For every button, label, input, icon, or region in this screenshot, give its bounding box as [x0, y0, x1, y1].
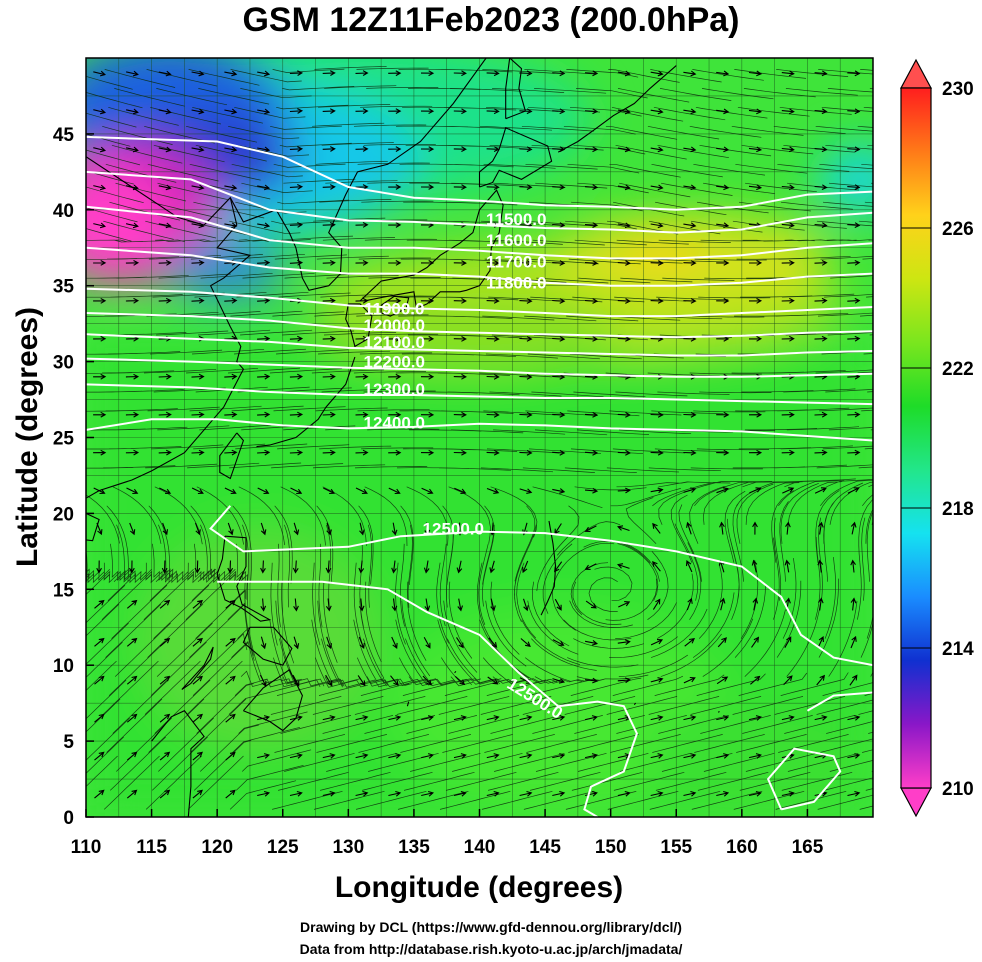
coastlines [86, 58, 720, 817]
contour-label: 11500.0 [486, 210, 547, 229]
coastline [219, 432, 245, 480]
colorbar-tick-label: 210 [942, 779, 974, 800]
contour-label: 11800.0 [486, 274, 547, 293]
contour-line [86, 357, 873, 378]
coastline [406, 701, 410, 707]
contour-label: 12300.0 [364, 380, 425, 399]
contour-label: 11900.0 [364, 300, 425, 319]
coastline [505, 58, 527, 120]
coastline [86, 197, 252, 499]
contour-line [86, 333, 873, 357]
y-axis-title: Latitude (degrees) [11, 307, 44, 567]
colorbar-tick-label: 226 [942, 219, 974, 240]
colorbar-tick-label: 222 [942, 359, 974, 380]
colorbar-tick-label: 214 [942, 639, 974, 660]
x-axis-title: Longitude (degrees) [335, 871, 623, 904]
coastline [216, 535, 272, 622]
coastline [478, 127, 553, 188]
coastline [540, 520, 557, 616]
plot-area: 11500.0 11600.0 11700.0 11800.0 11900.012000… [86, 58, 873, 817]
coastline [86, 58, 487, 291]
contour-line [86, 312, 873, 339]
x-tick-label: 150 [595, 837, 627, 858]
coastline [181, 646, 214, 690]
colorbar-gradient [900, 87, 932, 789]
y-axis-ticks: 0 5 10 15 20 25 30 35 40 45 [53, 125, 94, 829]
y-tick-label: 30 [53, 353, 74, 374]
y-tick-label: 5 [63, 732, 74, 753]
x-tick-label: 155 [660, 837, 692, 858]
x-tick-label: 135 [398, 837, 430, 858]
contour-labels: 11500.0 11600.0 11700.0 11800.0 11900.012000… [364, 210, 566, 723]
y-tick-label: 40 [53, 201, 74, 222]
contour-label: 11600.0 [486, 231, 547, 250]
x-tick-label: 145 [529, 837, 561, 858]
coastline [86, 512, 100, 542]
contour-line [86, 135, 873, 211]
x-tick-label: 115 [136, 837, 167, 858]
coastline [242, 626, 293, 666]
y-tick-label: 35 [53, 277, 75, 298]
grid-lines [86, 58, 873, 817]
colorbar-ticks: 210 214 218 222 226 230 [901, 79, 974, 800]
coastline [717, 711, 720, 713]
geopotential-contours [86, 135, 873, 817]
contour-line [806, 691, 873, 712]
contour-line [217, 580, 638, 817]
colorbar: 210 214 218 222 226 230 [899, 58, 974, 818]
contour-line [86, 418, 873, 442]
colorbar-tick-label: 230 [942, 79, 974, 100]
colorbar-max-arrow [899, 58, 933, 89]
y-tick-label: 25 [53, 429, 75, 450]
x-tick-label: 110 [71, 837, 102, 858]
x-tick-label: 140 [464, 837, 496, 858]
x-tick-label: 165 [792, 837, 824, 858]
contour-line [209, 505, 873, 667]
chart-title: GSM 12Z11Feb2023 (200.0hPa) [242, 1, 740, 39]
credit-data-source: Data from http://database.rish.kyoto-u.a… [299, 941, 683, 957]
contour-label: 12000.0 [364, 316, 425, 335]
credit-drawing: Drawing by DCL (https://www.gfd-dennou.o… [300, 919, 682, 935]
contour-label: 12100.0 [364, 333, 425, 352]
x-tick-label: 160 [726, 837, 758, 858]
coastline [359, 189, 504, 310]
x-tick-label: 130 [332, 837, 364, 858]
coastline [242, 668, 303, 732]
x-tick-label: 120 [201, 837, 233, 858]
contour-line [86, 170, 873, 234]
contour-line [86, 246, 873, 287]
contour-label: 12500.0 [423, 520, 484, 539]
y-tick-label: 45 [53, 125, 75, 146]
coastline [454, 670, 457, 674]
contour-line [86, 287, 873, 318]
contour-line [766, 747, 842, 811]
contour-label: 12200.0 [364, 353, 425, 372]
colorbar-tick-label: 218 [942, 499, 974, 520]
coastline [151, 710, 205, 817]
x-axis-ticks: 110 115 120 125 130 135 140 145 150 155 160 165 [71, 809, 824, 858]
coastline [557, 65, 677, 153]
contour-line [86, 383, 873, 406]
y-tick-label: 10 [53, 656, 74, 677]
y-tick-label: 15 [53, 580, 75, 601]
colorbar-min-arrow [899, 787, 933, 818]
x-tick-label: 125 [267, 837, 299, 858]
contour-label: 12400.0 [364, 413, 425, 432]
y-tick-label: 20 [53, 504, 74, 525]
coastline [633, 702, 637, 706]
contour-line [86, 205, 873, 260]
contour-label: 11700.0 [486, 252, 547, 271]
y-tick-label: 0 [63, 808, 74, 829]
coastline [256, 356, 356, 448]
